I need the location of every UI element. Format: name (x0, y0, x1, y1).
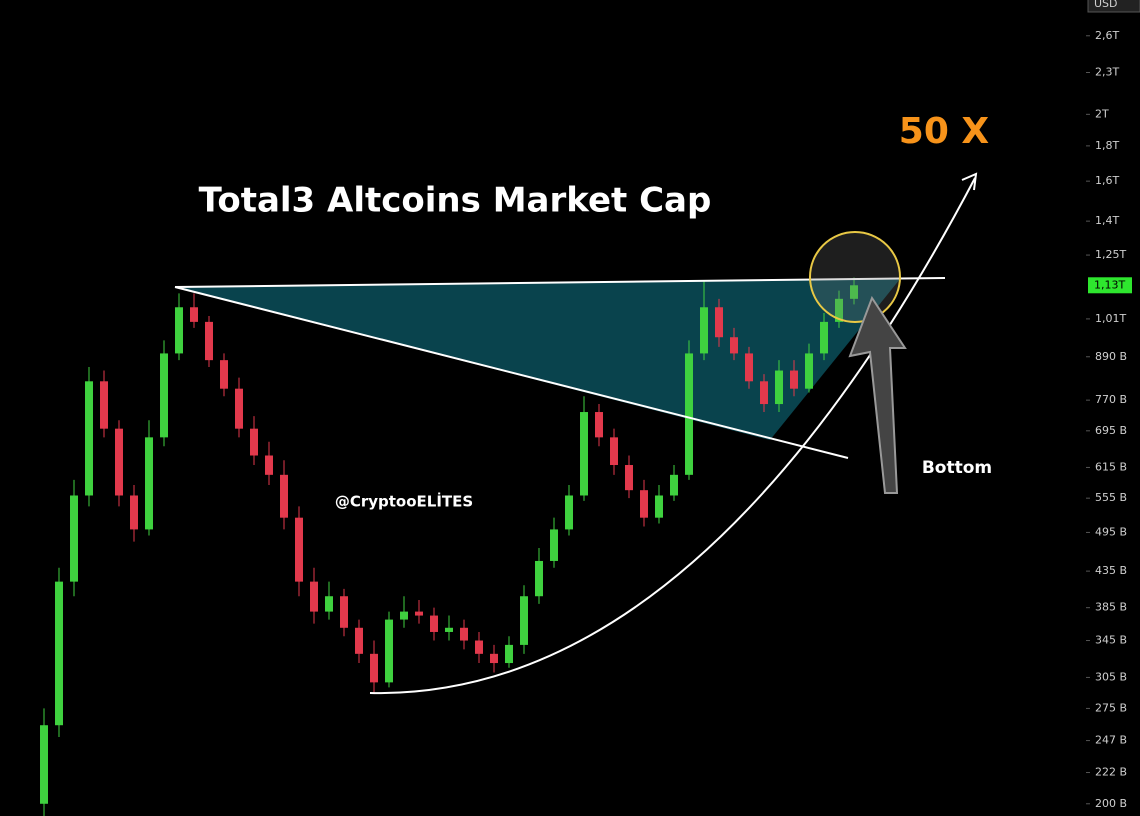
y-tick-label: 275 B (1095, 701, 1127, 714)
candle-body (850, 285, 858, 299)
y-tick-label: 2T (1095, 107, 1109, 120)
y-tick-label: 345 B (1095, 634, 1127, 647)
watermark: @CryptooELİTES (335, 492, 473, 511)
bottom-label: Bottom (922, 458, 992, 478)
candle-body (40, 725, 48, 804)
y-tick-label: 2,6T (1095, 29, 1119, 42)
candle-body (400, 611, 408, 620)
candle-body (370, 653, 378, 683)
candle-body (100, 381, 108, 429)
candle-body (535, 560, 543, 597)
candle-body (85, 381, 93, 496)
y-tick-label: 770 B (1095, 393, 1127, 406)
candle-body (580, 412, 588, 496)
currency-label[interactable]: USD (1094, 0, 1118, 10)
candle-body (505, 644, 513, 664)
candles (40, 277, 858, 816)
candle-body (205, 321, 213, 361)
candle-body (310, 581, 318, 612)
candle-body (295, 517, 303, 582)
candle-body (640, 490, 648, 518)
candle-body (820, 321, 828, 354)
highlight-circle (809, 231, 901, 323)
candle-body (685, 353, 693, 475)
y-tick-label: 1,01T (1095, 312, 1126, 325)
y-tick-label: 695 B (1095, 424, 1127, 437)
candle-body (670, 474, 678, 496)
currency-box[interactable] (1087, 0, 1140, 13)
resistance-line (174, 277, 946, 288)
gray-arrow (848, 295, 907, 494)
candle-body (325, 596, 333, 612)
chart-title: Total3 Altcoins Market Cap (199, 181, 712, 221)
candle-body (550, 529, 558, 561)
y-tick-label: 435 B (1095, 564, 1127, 577)
candle-body (475, 640, 483, 654)
candle-body (235, 388, 243, 429)
candle-body (565, 495, 573, 530)
candle-body (610, 437, 618, 466)
candle-body (220, 360, 228, 389)
y-tick-label: 247 B (1095, 734, 1127, 747)
y-tick-label: 495 B (1095, 525, 1127, 538)
y-tick-label: 1,8T (1095, 139, 1119, 152)
y-tick-label: 555 B (1095, 491, 1127, 504)
y-tick-label: 890 B (1095, 350, 1127, 363)
candle-body (760, 381, 768, 405)
target-label: 50 X (899, 111, 990, 152)
candle-body (715, 307, 723, 338)
candle-body (250, 428, 258, 456)
candle-body (115, 428, 123, 496)
candle-body (520, 596, 528, 645)
last-price-box (1088, 277, 1132, 294)
y-axis: 2,6T 2,3T 2T 1,8T 1,6T 1,4T 1,25T 1,01T 890 B 770… (1086, 29, 1132, 810)
candle-body (340, 596, 348, 628)
candle-body (55, 581, 63, 726)
candle-body (160, 353, 168, 438)
candle-body (595, 412, 603, 438)
candle-body (355, 627, 363, 654)
candle-body (190, 307, 198, 322)
candle-body (430, 615, 438, 632)
candle-body (385, 619, 393, 683)
y-tick-label: 2,3T (1095, 65, 1119, 78)
candle-body (265, 455, 273, 475)
candle-body (655, 495, 663, 518)
candle-body (745, 353, 753, 382)
candle-body (145, 437, 153, 530)
candle-body (175, 307, 183, 354)
y-tick-label: 1,4T (1095, 214, 1119, 227)
cup-curve (369, 177, 976, 695)
y-tick-label: 222 B (1095, 766, 1127, 779)
y-tick-label: 615 B (1095, 460, 1127, 473)
candle-body (415, 611, 423, 616)
y-tick-label: 385 B (1095, 601, 1127, 614)
y-tick-label: 305 B (1095, 670, 1127, 683)
candle-body (835, 298, 843, 322)
arrow-head (961, 172, 978, 191)
candle-body (490, 653, 498, 664)
last-price-label: 1,13T (1094, 278, 1125, 291)
candle-body (280, 474, 288, 518)
y-tick-label: 1,6T (1095, 174, 1119, 187)
candle-body (775, 370, 783, 405)
candle-body (730, 337, 738, 354)
candle-body (445, 627, 453, 632)
y-tick-label: 1,25T (1095, 248, 1126, 261)
candle-body (700, 307, 708, 354)
candle-body (790, 370, 798, 389)
support-line (174, 286, 849, 459)
y-tick-label: 200 B (1095, 797, 1127, 810)
candle-body (805, 353, 813, 389)
candle-body (70, 495, 78, 582)
candle-body (460, 627, 468, 641)
candle-body (625, 465, 633, 491)
candle-body (130, 495, 138, 530)
